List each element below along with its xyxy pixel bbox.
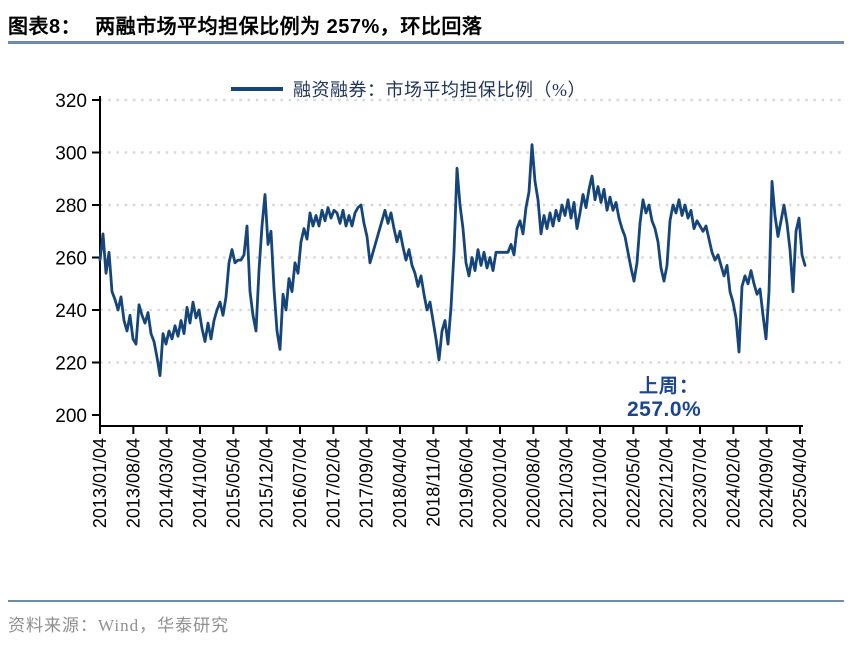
x-tick-label: 2022/12/04 [657, 438, 677, 528]
y-tick-label: 300 [55, 144, 87, 165]
y-tick-label: 320 [55, 91, 87, 112]
figure-title: 两融市场平均担保比例为 257%，环比回落 [95, 16, 483, 38]
annotation-label: 上周： [639, 376, 700, 397]
x-tick-label: 2019/06/04 [457, 438, 477, 528]
y-tick-label: 220 [55, 354, 87, 375]
y-tick-label: 260 [55, 249, 87, 270]
x-tick-label: 2021/03/04 [557, 438, 577, 528]
chart-legend: 融资融券：市场平均担保比例（%） [231, 76, 586, 102]
x-tick-label: 2017/09/04 [357, 438, 377, 528]
y-tick-label: 200 [55, 406, 87, 427]
figure-header: 图表8： 两融市场平均担保比例为 257%，环比回落 [8, 10, 482, 39]
x-tick-label: 2017/02/04 [323, 438, 343, 528]
x-tick-label: 2020/08/04 [523, 438, 543, 528]
source-text: 资料来源：Wind，华泰研究 [8, 616, 230, 635]
annotation-value: 257.0% [627, 397, 702, 421]
figure-label: 图表8： [8, 16, 82, 38]
chart-annotation: 上周： 257.0% [627, 376, 701, 422]
header-rule [8, 41, 844, 44]
y-tick-label: 240 [55, 301, 87, 322]
x-tick-label: 2014/03/04 [157, 438, 177, 528]
x-tick-label: 2014/10/04 [190, 438, 210, 528]
x-tick-label: 2020/01/04 [490, 438, 510, 528]
x-tick-label: 2024/02/04 [723, 438, 743, 528]
x-tick-label: 2013/08/04 [123, 438, 143, 528]
legend-line-swatch [231, 87, 283, 91]
x-tick-label: 2022/05/04 [623, 438, 643, 528]
y-tick-label: 280 [55, 196, 87, 217]
x-tick-label: 2015/12/04 [257, 438, 277, 528]
x-tick-label: 2021/10/04 [590, 438, 610, 528]
x-tick-label: 2013/01/04 [90, 438, 110, 528]
x-tick-label: 2015/05/04 [223, 438, 243, 528]
data-line-series [98, 143, 807, 378]
x-tick-label: 2023/07/04 [690, 438, 710, 528]
x-tick-label: 2018/04/04 [390, 438, 410, 528]
x-tick-label: 2024/09/04 [757, 438, 777, 528]
footer-rule [8, 600, 844, 602]
legend-label: 融资融券：市场平均担保比例（%） [293, 80, 586, 100]
x-tick-label: 2018/11/04 [423, 438, 443, 527]
x-tick-label: 2016/07/04 [290, 438, 310, 528]
x-tick-label: 2025/04/04 [790, 438, 810, 528]
